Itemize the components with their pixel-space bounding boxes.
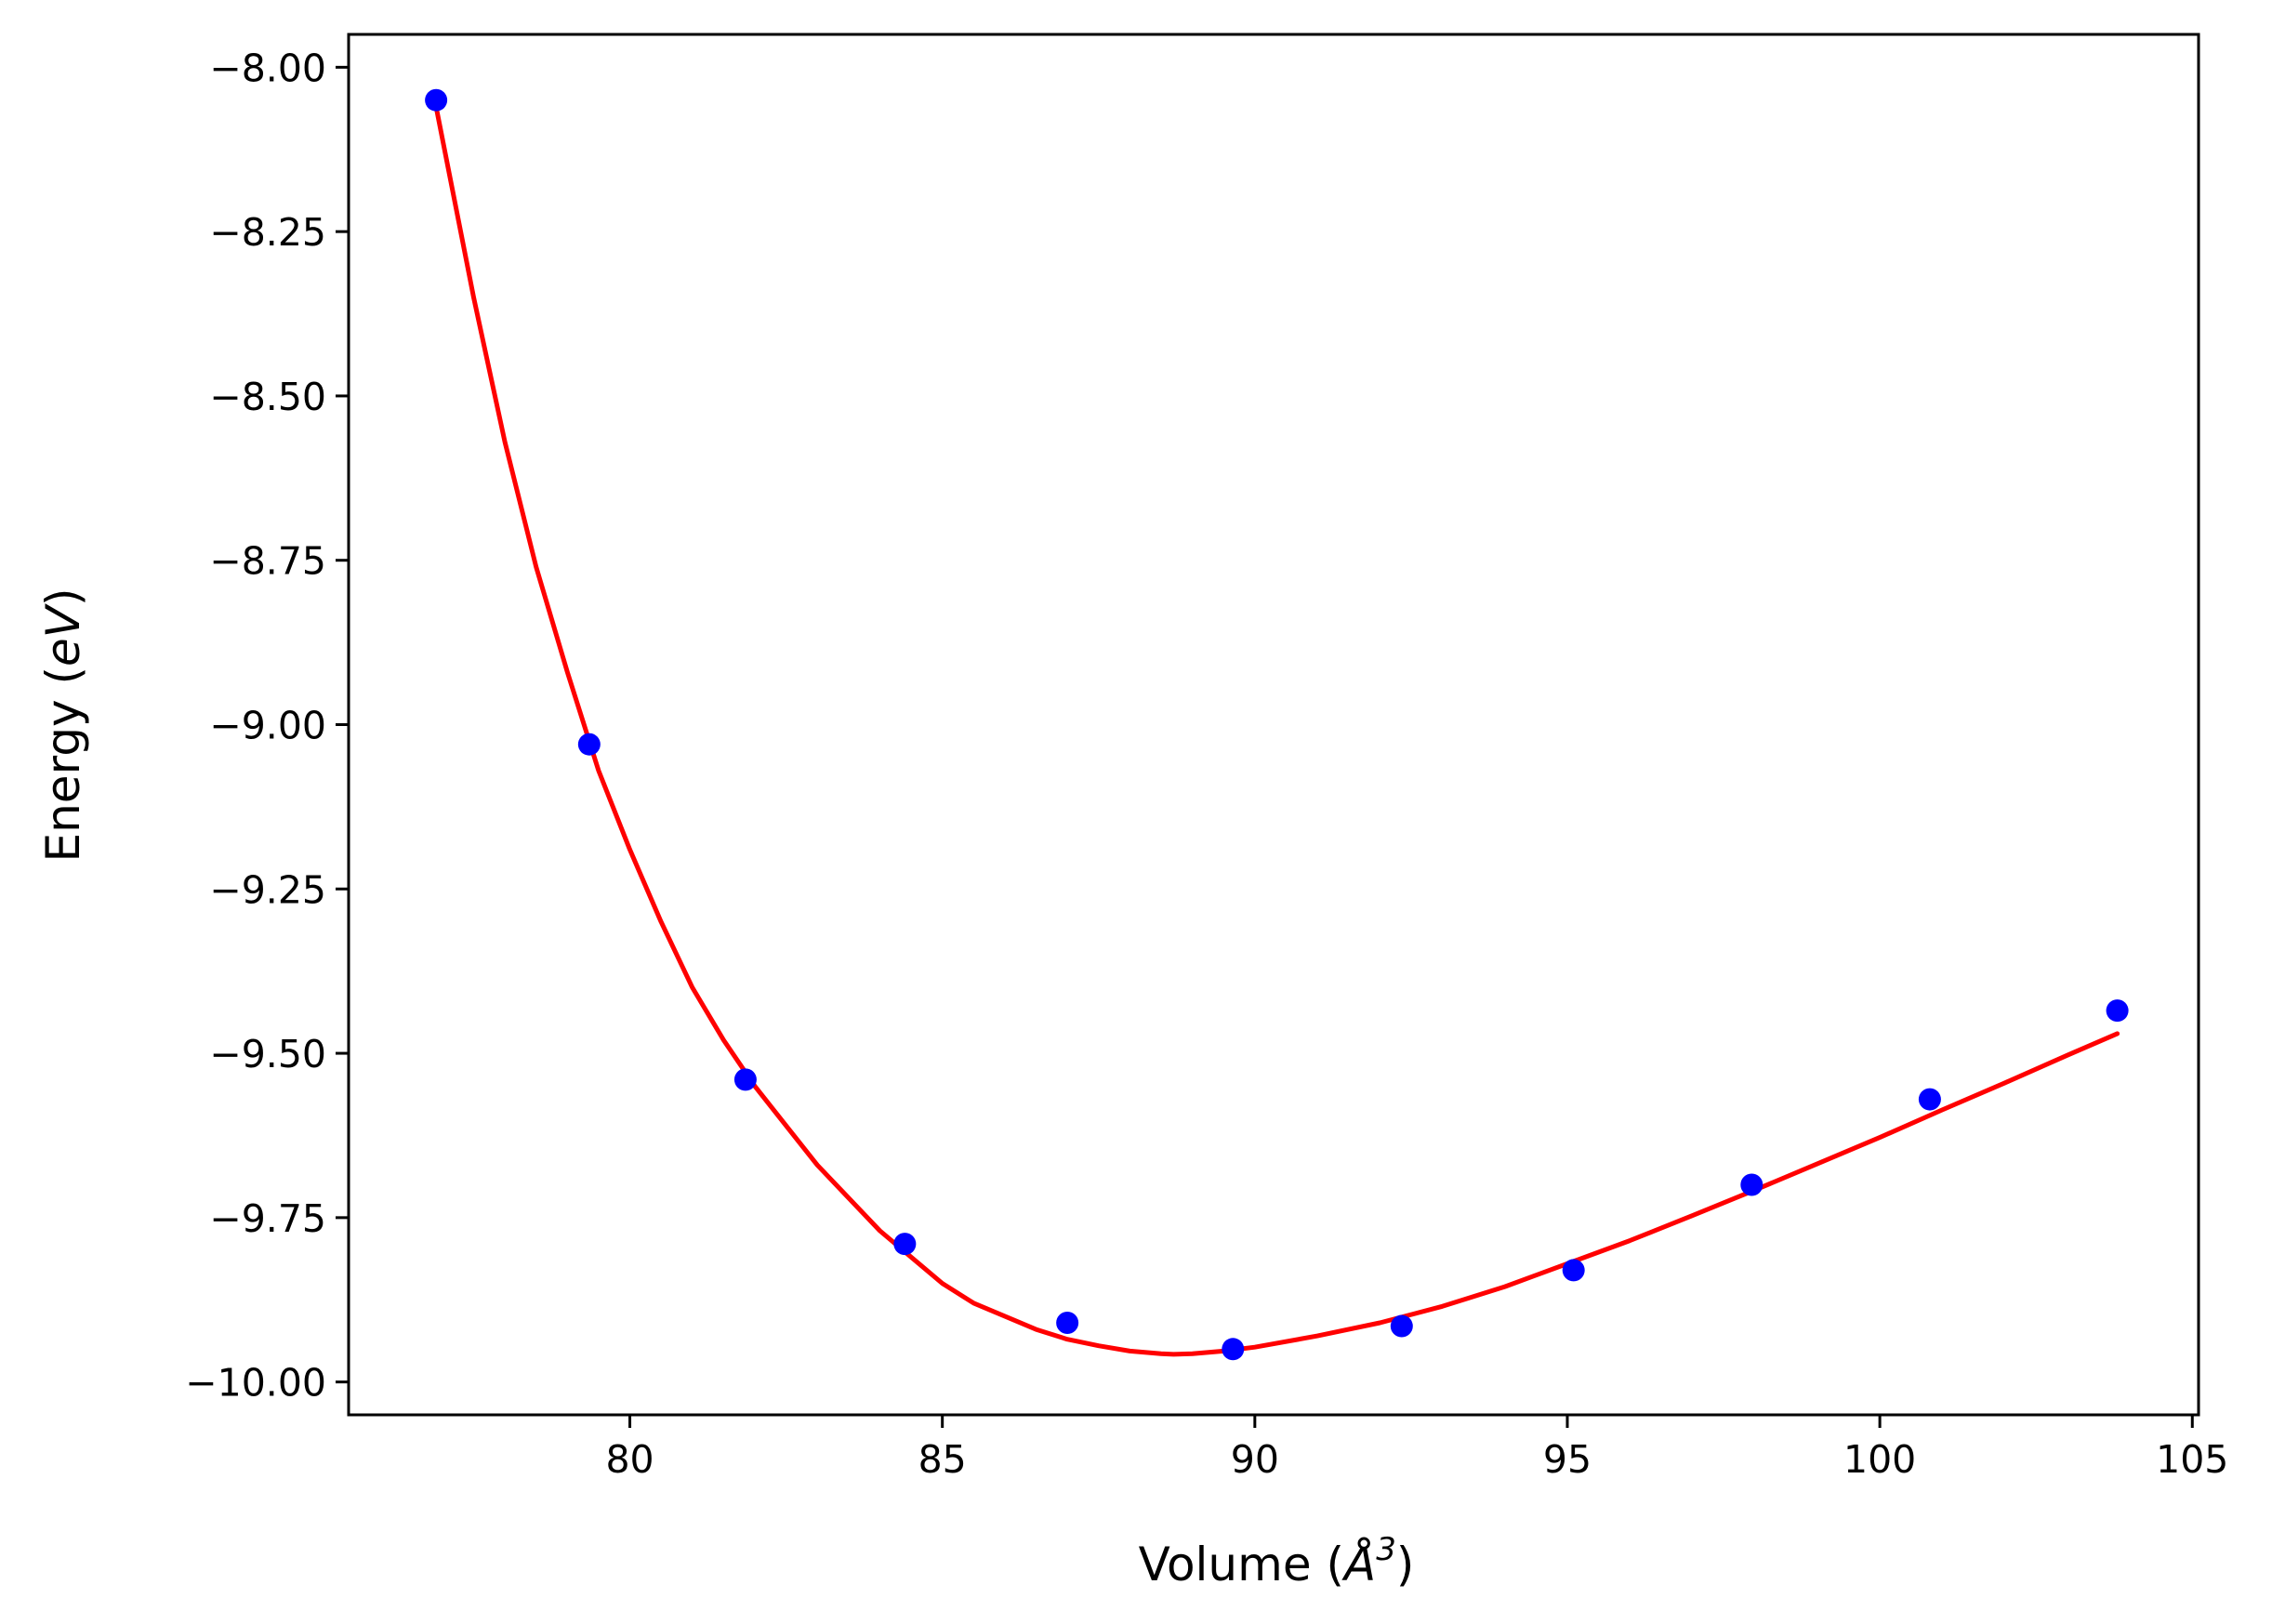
y-axis-label: Energy (eV) [36, 588, 90, 863]
data-point [1222, 1338, 1245, 1361]
data-point [425, 88, 448, 112]
y-tick-label: −8.75 [209, 539, 326, 584]
x-tick-label: 95 [1543, 1437, 1592, 1482]
fit-curve [433, 104, 2120, 1357]
x-tick-label: 80 [605, 1437, 654, 1482]
y-tick-label: −9.25 [209, 867, 326, 912]
data-point [893, 1233, 917, 1256]
x-tick-label: 85 [918, 1437, 967, 1482]
y-axis-ticks: −8.00 −8.25 −8.50 −8.75 −9.00 −9.25 −9.50 −9.75… [185, 46, 349, 1406]
data-point [733, 1068, 757, 1091]
x-tick-label: 100 [1843, 1437, 1916, 1482]
data-points-layer [425, 88, 2129, 1361]
data-point [1740, 1173, 1763, 1196]
data-point [2106, 999, 2129, 1023]
x-axis-ticks: 80 85 90 95 100 105 [605, 1415, 2228, 1482]
y-tick-label: −9.75 [209, 1196, 326, 1241]
y-tick-label: −8.50 [209, 375, 326, 419]
x-tick-label: 105 [2156, 1437, 2228, 1482]
x-tick-label: 90 [1231, 1437, 1279, 1482]
plot-area [425, 88, 2129, 1361]
y-tick-label: −9.50 [209, 1032, 326, 1076]
y-tick-label: −10.00 [185, 1361, 326, 1406]
data-point [1562, 1259, 1585, 1282]
data-point [1056, 1312, 1079, 1334]
fit-curve-layer [433, 104, 2120, 1357]
data-point [1918, 1088, 1941, 1111]
data-point [577, 733, 601, 756]
data-point [1390, 1314, 1413, 1338]
y-tick-label: −8.00 [209, 46, 326, 90]
x-axis-label: Volume (Å3) [1139, 1531, 1415, 1591]
y-tick-label: −8.25 [209, 210, 326, 255]
y-tick-label: −9.00 [209, 704, 326, 748]
